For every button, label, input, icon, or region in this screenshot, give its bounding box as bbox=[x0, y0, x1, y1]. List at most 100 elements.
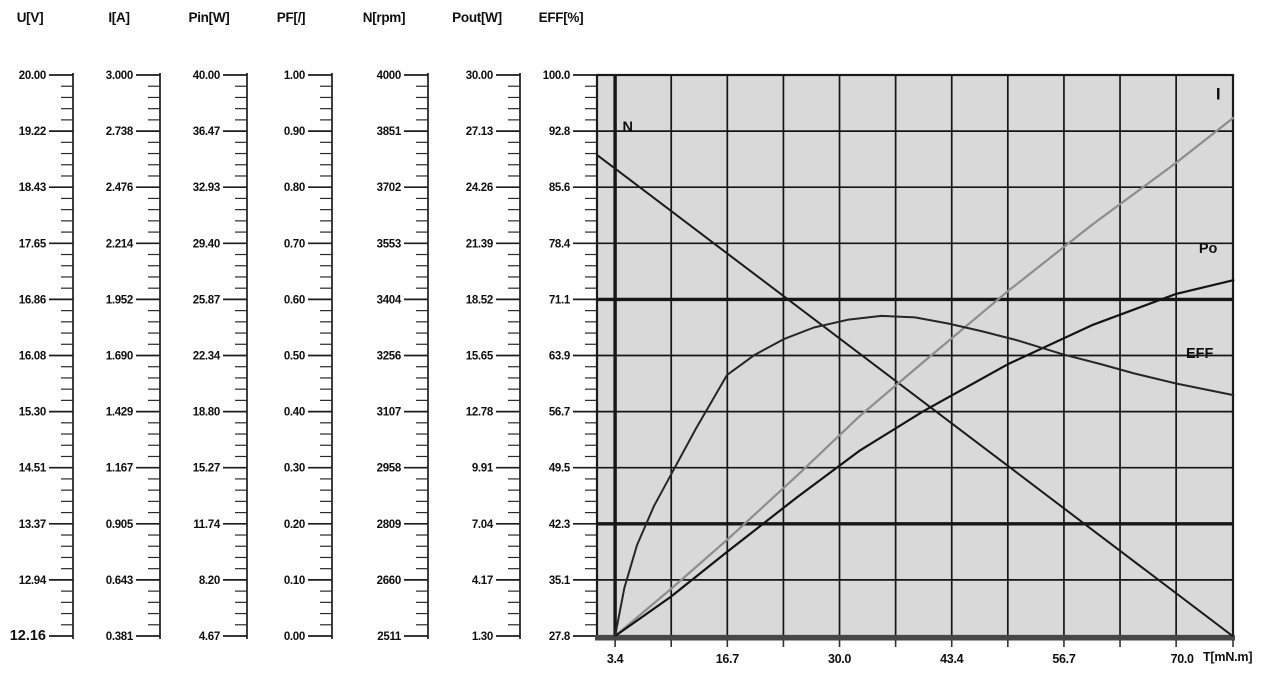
scale-header-eff: EFF[%] bbox=[539, 10, 584, 25]
curve-n bbox=[596, 153, 1234, 637]
scale-tick-label-eff: 85.6 bbox=[549, 182, 570, 194]
scale-tick-label-pout: 27.13 bbox=[466, 126, 493, 138]
scale-tick-label-pf: 0.80 bbox=[284, 182, 305, 194]
scale-tick-label-i: 3.000 bbox=[106, 70, 133, 82]
scale-tick-label-eff: 49.5 bbox=[549, 463, 571, 475]
scale-tick-label-pf: 0.20 bbox=[284, 519, 305, 531]
scale-tick-label-u: 14.51 bbox=[19, 463, 47, 475]
scale-tick-label-u: 18.43 bbox=[19, 182, 46, 194]
scale-tick-label-pf: 0.40 bbox=[284, 407, 305, 419]
scale-header-u: U[V] bbox=[17, 10, 44, 25]
scale-tick-label-i: 0.381 bbox=[106, 631, 134, 643]
scale-tick-label-i: 1.167 bbox=[106, 463, 133, 475]
scale-tick-label-n: 4000 bbox=[377, 70, 401, 82]
scale-tick-label-eff: 78.4 bbox=[549, 238, 571, 250]
scale-tick-label-pf: 0.00 bbox=[284, 631, 305, 643]
scale-tick-label-i: 2.214 bbox=[106, 238, 134, 250]
scale-tick-label-n: 2958 bbox=[377, 463, 402, 475]
x-tick-label: 70.0 bbox=[1171, 652, 1194, 666]
scale-tick-label-n: 2809 bbox=[377, 519, 401, 531]
scale-tick-label-eff: 92.8 bbox=[549, 126, 571, 138]
curve-i bbox=[613, 116, 1235, 638]
scale-tick-label-pout: 24.26 bbox=[466, 182, 493, 194]
x-tick-label: 43.4 bbox=[940, 652, 963, 666]
scale-tick-label-u: 16.86 bbox=[19, 294, 46, 306]
curve-label-n: N bbox=[623, 120, 633, 136]
scale-tick-label-i: 0.643 bbox=[106, 575, 133, 587]
curve-label-eff: EFF bbox=[1186, 346, 1214, 362]
scale-tick-label-eff: 100.0 bbox=[543, 70, 570, 82]
scale-tick-label-pin: 11.74 bbox=[193, 519, 221, 531]
scale-tick-label-pin: 40.00 bbox=[193, 70, 220, 82]
scale-tick-label-pout: 21.39 bbox=[466, 238, 493, 250]
x-tick-label: 56.7 bbox=[1052, 652, 1075, 666]
scale-tick-label-pin: 22.34 bbox=[193, 351, 221, 363]
scale-header-n: N[rpm] bbox=[363, 10, 405, 25]
curve-eff bbox=[614, 314, 1235, 637]
scale-tick-label-pf: 0.50 bbox=[284, 351, 305, 363]
scale-tick-label-pout: 18.52 bbox=[466, 294, 493, 306]
scale-tick-label-n: 3404 bbox=[377, 294, 402, 306]
scale-tick-label-pf: 0.10 bbox=[284, 575, 305, 587]
scale-tick-label-eff: 42.3 bbox=[549, 519, 570, 531]
scale-tick-label-pin: 8.20 bbox=[199, 575, 220, 587]
scale-tick-label-u: 20.00 bbox=[19, 70, 46, 82]
x-tick-label: 16.7 bbox=[716, 652, 739, 666]
scale-tick-label-u: 16.08 bbox=[19, 351, 47, 363]
x-tick-label: 30.0 bbox=[828, 652, 851, 666]
x-axis-bar bbox=[595, 635, 1235, 641]
scale-tick-label-eff: 63.9 bbox=[549, 351, 570, 363]
scale-tick-label-i: 1.429 bbox=[106, 407, 133, 419]
scale-tick-label-eff: 35.1 bbox=[549, 575, 571, 587]
scale-tick-label-i: 2.738 bbox=[106, 126, 134, 138]
scale-tick-label-pin: 36.47 bbox=[193, 126, 220, 138]
scale-header-i: I[A] bbox=[108, 10, 129, 25]
scale-tick-label-pout: 4.17 bbox=[472, 575, 493, 587]
x-axis-unit-label: T[mN.m] bbox=[1203, 650, 1253, 664]
scale-tick-label-pin: 15.27 bbox=[193, 463, 220, 475]
scale-tick-label-i: 2.476 bbox=[106, 182, 133, 194]
scale-tick-label-eff: 27.8 bbox=[549, 631, 571, 643]
scale-header-pf: PF[/] bbox=[277, 10, 306, 25]
scale-tick-label-n: 2511 bbox=[377, 631, 402, 643]
scale-header-pin: Pin[W] bbox=[189, 10, 230, 25]
scale-tick-label-u: 13.37 bbox=[19, 519, 46, 531]
scale-tick-label-pin: 32.93 bbox=[193, 182, 220, 194]
scale-tick-label-n: 3702 bbox=[377, 182, 401, 194]
scale-tick-label-eff: 56.7 bbox=[549, 407, 570, 419]
scale-tick-label-n: 3107 bbox=[377, 407, 401, 419]
scale-tick-label-pout: 15.65 bbox=[466, 351, 494, 363]
scale-tick-label-eff: 71.1 bbox=[549, 294, 571, 306]
scale-tick-label-pout: 7.04 bbox=[472, 519, 494, 531]
scale-tick-label-u: 12.16 bbox=[10, 628, 46, 644]
scale-tick-label-n: 3553 bbox=[377, 238, 401, 250]
x-tick-label: 3.4 bbox=[607, 652, 624, 666]
scale-tick-label-n: 2660 bbox=[377, 575, 401, 587]
scale-tick-label-pout: 1.30 bbox=[472, 631, 493, 643]
scale-tick-label-u: 15.30 bbox=[19, 407, 46, 419]
scale-tick-label-pf: 1.00 bbox=[284, 70, 305, 82]
scale-tick-label-pin: 18.80 bbox=[193, 407, 220, 419]
curve-label-po: Po bbox=[1199, 241, 1218, 257]
scale-tick-label-pout: 12.78 bbox=[466, 407, 494, 419]
scale-header-pout: Pout[W] bbox=[452, 10, 502, 25]
scale-tick-label-u: 12.94 bbox=[19, 575, 47, 587]
scale-tick-label-pf: 0.90 bbox=[284, 126, 305, 138]
scale-tick-label-pf: 0.60 bbox=[284, 294, 305, 306]
curve-po bbox=[613, 279, 1235, 638]
scale-tick-label-n: 3851 bbox=[377, 126, 402, 138]
scale-tick-label-n: 3256 bbox=[377, 351, 401, 363]
scale-tick-label-u: 19.22 bbox=[19, 126, 46, 138]
scale-tick-label-pf: 0.30 bbox=[284, 463, 305, 475]
scale-tick-label-pf: 0.70 bbox=[284, 238, 305, 250]
scale-tick-label-pin: 25.87 bbox=[193, 294, 220, 306]
scale-tick-label-i: 1.690 bbox=[106, 351, 133, 363]
scale-tick-label-i: 0.905 bbox=[106, 519, 134, 531]
scale-tick-label-u: 17.65 bbox=[19, 238, 47, 250]
scale-tick-label-pout: 30.00 bbox=[466, 70, 493, 82]
scale-tick-label-i: 1.952 bbox=[106, 294, 133, 306]
scale-tick-label-pin: 29.40 bbox=[193, 238, 220, 250]
scale-tick-label-pout: 9.91 bbox=[472, 463, 494, 475]
